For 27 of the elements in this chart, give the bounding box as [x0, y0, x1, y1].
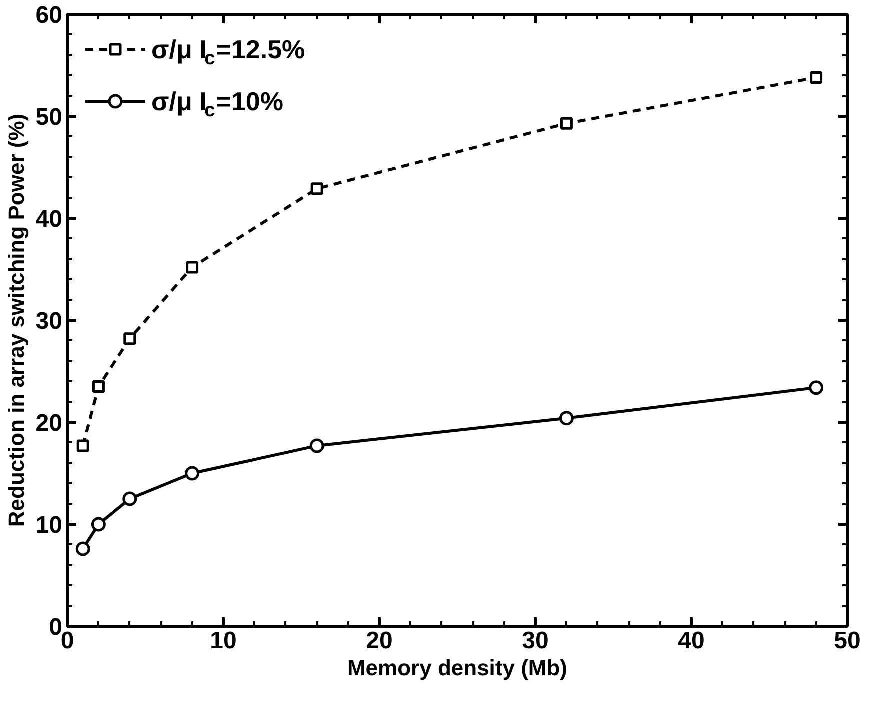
- y-tick-label: 20: [36, 410, 63, 437]
- point: [124, 332, 136, 346]
- point: [809, 380, 824, 396]
- y-tick-label: 10: [36, 512, 63, 539]
- x-tick-label: 50: [834, 628, 861, 654]
- point: [122, 492, 138, 506]
- point: [186, 261, 199, 274]
- x-tick-label: 10: [210, 628, 237, 654]
- x-tick-label: 30: [522, 628, 549, 654]
- point: [559, 411, 574, 426]
- point: [76, 542, 90, 556]
- point: [310, 438, 324, 454]
- point: [560, 117, 573, 130]
- x-axis-title: Memory density (Mb): [347, 656, 568, 680]
- y-tick-label: 60: [36, 2, 63, 29]
- y-tick-label: 40: [36, 206, 63, 233]
- y-tick-label: 30: [36, 308, 63, 335]
- point: [310, 182, 324, 196]
- x-tick-label: 20: [366, 628, 393, 654]
- point: [91, 517, 106, 532]
- x-tick-label: 40: [678, 628, 705, 654]
- point: [810, 71, 823, 84]
- y-tick-label: 50: [36, 104, 63, 131]
- point: [92, 380, 105, 394]
- point: [185, 466, 200, 481]
- point: [76, 440, 90, 452]
- y-axis-title: Reduction in array switching Power (%): [4, 114, 29, 528]
